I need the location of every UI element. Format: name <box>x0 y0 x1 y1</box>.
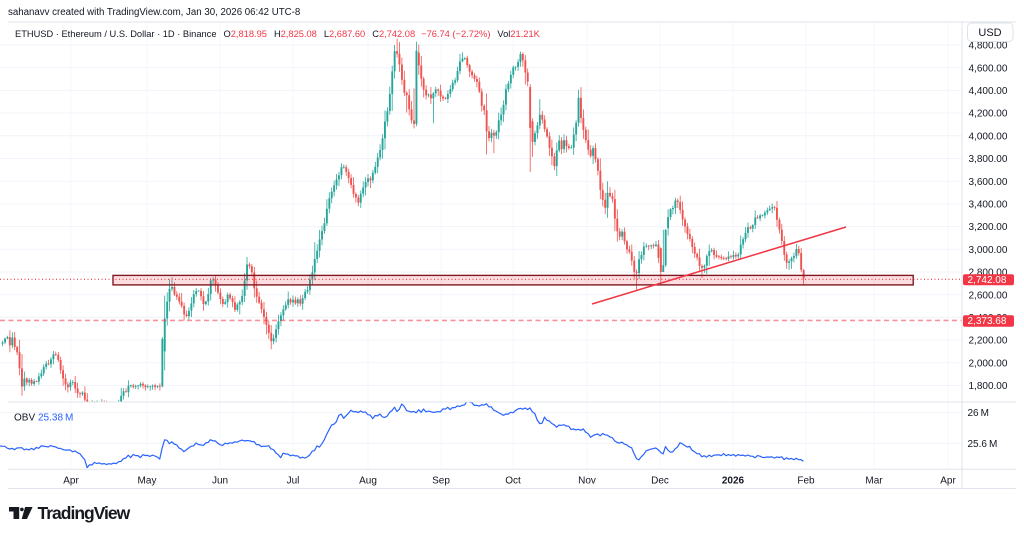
svg-text:Sep: Sep <box>432 476 450 487</box>
svg-text:OBV: OBV <box>14 413 35 424</box>
svg-text:25.6 M: 25.6 M <box>968 439 998 450</box>
svg-text:4,800.00: 4,800.00 <box>969 41 1008 52</box>
svg-text:2,373.68: 2,373.68 <box>968 316 1007 327</box>
svg-text:2,200.00: 2,200.00 <box>969 336 1008 347</box>
svg-text:Jun: Jun <box>212 476 228 487</box>
svg-text:4,000.00: 4,000.00 <box>969 131 1008 142</box>
svg-text:Feb: Feb <box>797 476 815 487</box>
svg-text:Mar: Mar <box>865 476 883 487</box>
svg-text:3,000.00: 3,000.00 <box>969 245 1008 256</box>
svg-text:2,000.00: 2,000.00 <box>969 358 1008 369</box>
svg-text:Apr: Apr <box>940 476 956 487</box>
svg-text:Dec: Dec <box>651 476 669 487</box>
svg-text:2,600.00: 2,600.00 <box>969 290 1008 301</box>
svg-text:USD: USD <box>978 27 1001 39</box>
svg-text:Aug: Aug <box>359 476 377 487</box>
svg-text:1,800.00: 1,800.00 <box>969 381 1008 392</box>
svg-text:3,400.00: 3,400.00 <box>969 200 1008 211</box>
svg-text:2,800.00: 2,800.00 <box>969 268 1008 279</box>
svg-text:3,200.00: 3,200.00 <box>969 222 1008 233</box>
svg-text:26 M: 26 M <box>968 408 989 419</box>
svg-text:2,742.08: 2,742.08 <box>968 275 1007 286</box>
svg-text:Jul: Jul <box>287 476 300 487</box>
svg-text:25.38 M: 25.38 M <box>38 413 73 424</box>
svg-text:2026: 2026 <box>722 476 745 487</box>
svg-text:Apr: Apr <box>63 476 79 487</box>
svg-text:May: May <box>138 476 157 487</box>
svg-text:3,800.00: 3,800.00 <box>969 154 1008 165</box>
svg-text:Oct: Oct <box>505 476 521 487</box>
svg-text:4,400.00: 4,400.00 <box>969 86 1008 97</box>
svg-text:4,200.00: 4,200.00 <box>969 109 1008 120</box>
svg-text:4,600.00: 4,600.00 <box>969 63 1008 74</box>
svg-text:Nov: Nov <box>578 476 596 487</box>
svg-text:3,600.00: 3,600.00 <box>969 177 1008 188</box>
